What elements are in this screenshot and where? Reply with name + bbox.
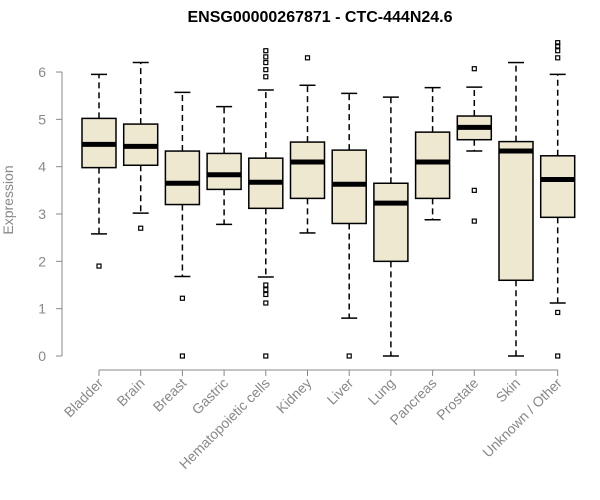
outlier-point: [263, 54, 269, 60]
iqr-box: [373, 182, 409, 263]
outlier-point: [96, 263, 102, 269]
outlier-point: [555, 55, 561, 61]
y-axis-label: Expression: [0, 165, 16, 234]
x-tick-label: Skin: [493, 375, 524, 406]
outlier-point: [346, 353, 352, 359]
y-tick-label: 5: [38, 111, 46, 127]
outlier-point: [471, 187, 477, 193]
y-tick-label: 4: [38, 159, 46, 175]
outlier-point: [555, 48, 561, 54]
iqr-box: [289, 141, 326, 200]
box-group: [498, 61, 534, 357]
box-group: [289, 55, 326, 234]
outlier-point: [263, 300, 269, 306]
outlier-point: [263, 67, 269, 73]
box-group: [373, 96, 409, 357]
x-tick-label: Unknown / Other: [479, 375, 565, 461]
box-group: [122, 61, 159, 231]
outlier-point: [555, 43, 561, 49]
outlier-point: [263, 59, 269, 66]
box-group: [81, 73, 117, 269]
boxes: [81, 40, 576, 359]
y-ticks: 0 1 2 3 4 5 6: [38, 64, 62, 364]
x-tick-label: Bladder: [61, 375, 107, 421]
outlier-point: [471, 218, 477, 224]
iqr-box: [498, 140, 534, 282]
outlier-point: [263, 282, 269, 288]
y-tick-label: 0: [38, 348, 46, 364]
outlier-point: [138, 225, 144, 231]
box-group: [206, 105, 242, 226]
y-tick-label: 3: [38, 206, 46, 222]
outlier-point: [263, 74, 269, 80]
x-tick-label: Liver: [324, 375, 357, 408]
y-tick-label: 6: [38, 64, 46, 80]
x-tick-label: Lung: [365, 375, 398, 408]
outlier-point: [555, 40, 561, 46]
iqr-box: [164, 150, 201, 206]
outlier-point: [555, 353, 561, 359]
outlier-point: [471, 66, 477, 72]
outlier-point: [555, 309, 561, 316]
box-group: [414, 86, 451, 221]
box-group: [539, 40, 576, 359]
x-tick-label: Kidney: [273, 375, 315, 417]
y-tick-label: 1: [38, 301, 46, 317]
x-tick-label: Brain: [113, 375, 147, 409]
y-tick-label: 2: [38, 253, 46, 269]
iqr-box: [206, 152, 242, 191]
chart-title: ENSG00000267871 - CTC-444N24.6: [187, 9, 452, 26]
iqr-box: [414, 131, 451, 200]
box-group: [164, 91, 201, 359]
outlier-point: [263, 291, 269, 298]
outlier-point: [263, 353, 269, 359]
outlier-point: [179, 295, 185, 301]
box-group: [248, 48, 284, 359]
outlier-point: [179, 353, 185, 359]
outlier-point: [263, 287, 269, 293]
outlier-point: [304, 55, 311, 61]
iqr-box: [539, 155, 576, 219]
x-tick-label: Breast: [150, 375, 190, 415]
iqr-box: [331, 149, 367, 225]
box-group: [331, 92, 367, 359]
outlier-point: [263, 48, 269, 54]
x-tick-label: Prostate: [433, 375, 481, 423]
box-group: [456, 66, 493, 224]
